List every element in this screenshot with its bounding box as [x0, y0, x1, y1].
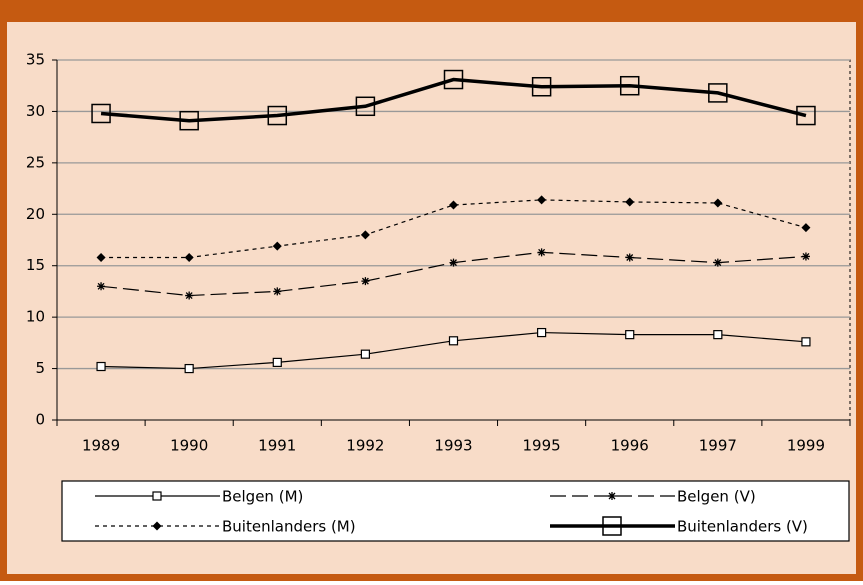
y-tick-label: 0	[35, 411, 45, 429]
marker	[801, 337, 811, 347]
x-tick-label: 1989	[82, 437, 120, 455]
marker	[537, 195, 547, 205]
marker	[272, 357, 282, 367]
marker	[360, 349, 370, 359]
x-tick-label: 1991	[258, 437, 296, 455]
y-tick-label: 30	[26, 102, 45, 120]
x-tick-label: 1992	[346, 437, 384, 455]
marker	[708, 83, 728, 103]
marker	[152, 521, 162, 531]
marker	[713, 330, 723, 340]
marker	[449, 258, 458, 267]
marker	[602, 516, 622, 536]
marker	[625, 253, 634, 262]
x-tick-label: 1993	[434, 437, 472, 455]
legend-label: Belgen (V)	[677, 488, 756, 506]
marker	[608, 492, 616, 500]
marker	[185, 291, 194, 300]
y-tick-label: 5	[35, 359, 45, 377]
series-line	[101, 199, 807, 259]
y-tick-label: 20	[26, 205, 45, 223]
x-tick-label: 1995	[523, 437, 561, 455]
marker	[625, 330, 635, 340]
marker	[801, 223, 811, 233]
marker	[537, 248, 546, 257]
x-tick-label: 1996	[611, 437, 649, 455]
marker	[713, 258, 722, 267]
x-tick-label: 1999	[787, 437, 825, 455]
marker	[273, 287, 282, 296]
marker	[184, 252, 194, 262]
y-tick-label: 25	[26, 153, 45, 171]
marker	[625, 197, 635, 207]
marker	[619, 75, 640, 96]
marker	[713, 198, 723, 208]
legend	[61, 480, 850, 542]
x-tick-label: 1990	[170, 437, 208, 455]
marker	[796, 105, 816, 126]
marker	[531, 76, 552, 97]
y-tick-label: 10	[26, 308, 45, 326]
y-tick-label: 35	[26, 51, 45, 69]
marker	[449, 200, 458, 210]
marker	[801, 252, 810, 261]
legend-label: Buitenlanders (M)	[222, 518, 356, 536]
marker	[443, 69, 464, 90]
marker	[267, 105, 288, 126]
legend-label: Buitenlanders (V)	[677, 518, 808, 536]
marker	[97, 282, 106, 291]
y-tick-label: 15	[26, 256, 45, 274]
marker	[96, 252, 106, 262]
marker	[96, 361, 106, 372]
marker	[184, 363, 194, 374]
legend-label: Belgen (M)	[222, 488, 303, 506]
series-line	[100, 77, 807, 123]
marker	[360, 230, 370, 240]
marker	[272, 241, 282, 251]
marker	[355, 96, 376, 117]
x-tick-label: 1997	[699, 437, 737, 455]
marker	[91, 103, 111, 124]
marker	[179, 110, 199, 131]
marker	[361, 277, 370, 286]
marker	[152, 491, 162, 501]
marker	[537, 327, 547, 338]
marker	[448, 336, 459, 346]
